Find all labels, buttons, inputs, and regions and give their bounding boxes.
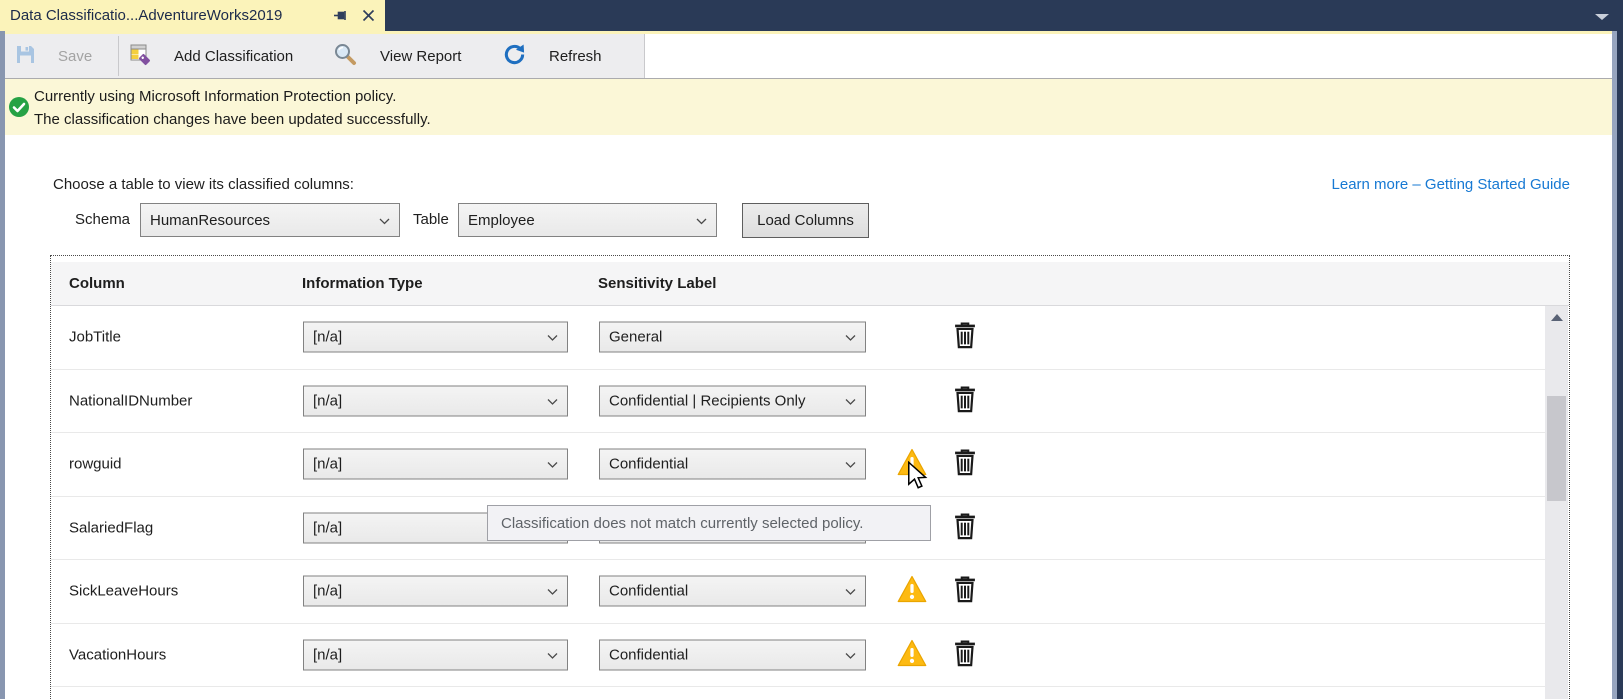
- mouse-cursor: [906, 460, 932, 495]
- delete-classification-button[interactable]: [954, 512, 976, 543]
- info-type-select[interactable]: [n/a]: [303, 575, 568, 607]
- chevron-down-icon: [379, 212, 390, 229]
- active-document-accent: [0, 31, 1623, 34]
- add-classification-icon: [128, 42, 153, 71]
- info-type-select[interactable]: [n/a]: [303, 321, 568, 353]
- load-columns-button[interactable]: Load Columns: [742, 203, 869, 238]
- schema-value: HumanResources: [150, 211, 271, 229]
- tab-strip: Data Classificatio...AdventureWorks2019: [0, 0, 1623, 31]
- view-report-label: View Report: [380, 47, 462, 65]
- refresh-icon: [503, 43, 526, 70]
- scroll-up-button[interactable]: [1545, 306, 1568, 328]
- policy-tooltip: Classification does not match currently …: [487, 505, 931, 541]
- toolbar-section: Save Add Classification: [0, 34, 645, 78]
- choose-table-label: Choose a table to view its classified co…: [53, 176, 354, 193]
- delete-classification-button[interactable]: [954, 449, 976, 480]
- classification-panel: Column Information Type Sensitivity Labe…: [50, 255, 1570, 699]
- sensitivity-select[interactable]: Confidential | Recipients Only: [599, 385, 866, 417]
- save-icon: [15, 44, 36, 69]
- column-name: rowguid: [69, 455, 122, 473]
- toolbar-divider: [118, 36, 119, 76]
- column-name: VacationHours: [69, 646, 167, 664]
- info-type-select[interactable]: [n/a]: [303, 639, 568, 671]
- window-left-edge: [0, 31, 5, 699]
- delete-classification-button[interactable]: [954, 576, 976, 607]
- sensitivity-select[interactable]: General: [599, 321, 866, 353]
- schema-label: Schema: [75, 211, 131, 228]
- chevron-down-icon: [547, 392, 558, 409]
- sensitivity-select[interactable]: Confidential: [599, 639, 866, 671]
- column-name: SalariedFlag: [69, 519, 154, 537]
- chevron-down-icon: [845, 583, 856, 600]
- save-label: Save: [58, 47, 93, 65]
- table-row: JobTitle [n/a] General: [51, 306, 1546, 370]
- warning-icon[interactable]: [897, 639, 927, 671]
- table-row: NationalIDNumber [n/a] Confidential | Re…: [51, 370, 1546, 433]
- delete-classification-button[interactable]: [954, 385, 976, 416]
- column-name: JobTitle: [69, 328, 121, 346]
- view-report-button[interactable]: View Report: [333, 34, 461, 78]
- grid-header: Column Information Type Sensitivity Labe…: [51, 262, 1569, 306]
- table-row: rowguid [n/a] Confidential: [51, 433, 1546, 497]
- column-name: SickLeaveHours: [69, 582, 179, 600]
- scrollbar-thumb[interactable]: [1547, 396, 1566, 501]
- sensitivity-header: Sensitivity Label: [598, 275, 717, 292]
- info-type-select[interactable]: [n/a]: [303, 385, 568, 417]
- scrollbar[interactable]: [1545, 306, 1568, 699]
- tab-data-classification[interactable]: Data Classificatio...AdventureWorks2019: [0, 0, 385, 31]
- sensitivity-select[interactable]: Confidential: [599, 448, 866, 480]
- chevron-down-icon: [696, 212, 707, 229]
- tooltip-text: Classification does not match currently …: [501, 514, 864, 532]
- warning-icon[interactable]: [897, 575, 927, 607]
- chevron-down-icon: [845, 646, 856, 663]
- delete-classification-button[interactable]: [954, 322, 976, 353]
- table-select[interactable]: Employee: [458, 203, 717, 237]
- learn-more-link[interactable]: Learn more – Getting Started Guide: [1331, 176, 1570, 193]
- table-value: Employee: [468, 211, 535, 229]
- window-right-edge: [1612, 31, 1617, 699]
- chevron-down-icon: [547, 646, 558, 663]
- column-name: NationalIDNumber: [69, 392, 193, 410]
- policy-banner: Currently using Microsoft Information Pr…: [0, 79, 1623, 135]
- table-row: VacationHours [n/a] Confidential: [51, 624, 1546, 687]
- refresh-label: Refresh: [549, 47, 602, 65]
- refresh-button[interactable]: Refresh: [503, 34, 602, 78]
- tab-title: Data Classificatio...AdventureWorks2019: [10, 7, 283, 24]
- info-type-select[interactable]: [n/a]: [303, 448, 568, 480]
- table-rows: JobTitle [n/a] General: [51, 306, 1546, 687]
- banner-line1: Currently using Microsoft Information Pr…: [34, 88, 397, 105]
- pin-icon[interactable]: [333, 8, 348, 23]
- window-right-frame: [1617, 31, 1623, 699]
- sensitivity-select[interactable]: Confidential: [599, 575, 866, 607]
- window-dropdown-icon[interactable]: [1595, 14, 1609, 20]
- add-classification-button[interactable]: Add Classification: [128, 34, 293, 78]
- chevron-down-icon: [845, 392, 856, 409]
- column-header: Column: [69, 275, 125, 292]
- save-button[interactable]: Save: [15, 34, 92, 78]
- add-classification-label: Add Classification: [174, 47, 294, 65]
- table-row: SickLeaveHours [n/a] Confidential: [51, 560, 1546, 624]
- chevron-down-icon: [845, 456, 856, 473]
- schema-select[interactable]: HumanResources: [140, 203, 400, 237]
- chevron-down-icon: [547, 329, 558, 346]
- banner-line2: The classification changes have been upd…: [34, 111, 431, 128]
- table-label: Table: [413, 211, 449, 228]
- toolbar: Save Add Classification: [0, 34, 1623, 79]
- view-report-icon: [333, 42, 357, 70]
- delete-classification-button[interactable]: [954, 639, 976, 670]
- close-icon[interactable]: [362, 9, 375, 22]
- success-check-icon: [8, 96, 30, 122]
- chevron-down-icon: [547, 456, 558, 473]
- chevron-down-icon: [845, 329, 856, 346]
- chevron-down-icon: [547, 583, 558, 600]
- info-type-header: Information Type: [302, 275, 423, 292]
- load-columns-label: Load Columns: [757, 212, 854, 229]
